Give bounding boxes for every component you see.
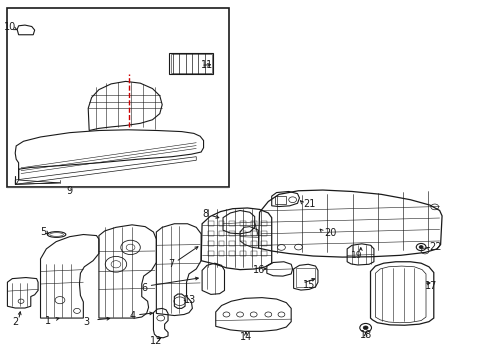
Bar [207,241,213,246]
Bar [261,231,267,235]
Bar [218,221,224,226]
Text: 17: 17 [424,281,436,291]
Bar [218,231,224,235]
Bar [207,251,213,256]
Text: 15: 15 [303,280,315,290]
Bar [229,231,235,235]
Text: 16: 16 [253,265,265,275]
Text: 4: 4 [130,311,136,321]
Bar [250,241,256,246]
Bar [240,251,245,256]
Bar [171,54,211,73]
Bar [229,251,235,256]
Text: 22: 22 [428,242,441,252]
Text: 10: 10 [4,22,16,32]
Circle shape [363,326,367,329]
Bar [261,221,267,226]
Bar [250,231,256,235]
Text: 12: 12 [149,336,162,346]
Text: 2: 2 [12,317,18,327]
Bar [240,231,245,235]
Circle shape [418,246,422,248]
Text: 21: 21 [303,199,315,210]
Bar [240,221,245,226]
Text: 7: 7 [168,259,174,269]
Bar [261,251,267,256]
Bar [169,53,213,74]
Bar [295,268,314,287]
Bar [240,241,245,246]
Text: 6: 6 [141,283,147,293]
Bar [250,251,256,256]
Text: 20: 20 [324,228,336,238]
Text: 14: 14 [239,332,251,342]
Text: 19: 19 [350,251,362,260]
Bar [207,221,213,226]
Bar [229,221,235,226]
Bar [250,221,256,226]
Bar [261,241,267,246]
Text: 9: 9 [66,186,73,196]
Text: 13: 13 [183,295,196,305]
Text: 3: 3 [83,317,90,327]
Bar [218,241,224,246]
Text: 1: 1 [45,316,51,325]
Text: 18: 18 [359,330,371,340]
Bar [7,8,228,187]
Text: 5: 5 [40,227,46,237]
Bar [229,241,235,246]
Bar [207,231,213,235]
Text: 8: 8 [202,209,208,219]
Bar [275,197,285,204]
Bar [218,251,224,256]
Text: 11: 11 [201,60,213,70]
